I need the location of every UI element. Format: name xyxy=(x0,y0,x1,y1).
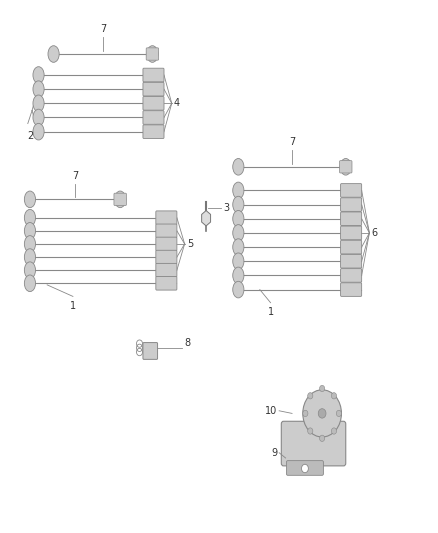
Ellipse shape xyxy=(233,196,244,213)
FancyBboxPatch shape xyxy=(156,224,177,238)
Circle shape xyxy=(332,393,336,399)
FancyBboxPatch shape xyxy=(286,461,323,475)
Text: 1: 1 xyxy=(268,307,274,317)
Ellipse shape xyxy=(25,249,35,265)
Ellipse shape xyxy=(233,253,244,270)
Text: 1: 1 xyxy=(70,301,76,311)
Text: 7: 7 xyxy=(72,171,78,181)
FancyBboxPatch shape xyxy=(114,193,127,206)
Circle shape xyxy=(307,393,313,399)
Ellipse shape xyxy=(147,46,158,62)
FancyBboxPatch shape xyxy=(143,125,164,139)
Circle shape xyxy=(332,428,336,434)
Circle shape xyxy=(303,410,308,417)
Circle shape xyxy=(336,410,342,417)
FancyBboxPatch shape xyxy=(156,277,177,290)
FancyBboxPatch shape xyxy=(146,48,159,60)
Ellipse shape xyxy=(33,109,44,126)
Circle shape xyxy=(303,390,342,437)
FancyBboxPatch shape xyxy=(156,237,177,251)
Text: 10: 10 xyxy=(265,406,277,416)
Ellipse shape xyxy=(48,46,59,62)
Circle shape xyxy=(301,464,308,473)
FancyBboxPatch shape xyxy=(143,343,158,359)
Ellipse shape xyxy=(115,191,126,208)
Ellipse shape xyxy=(340,158,351,175)
FancyBboxPatch shape xyxy=(143,111,164,124)
Ellipse shape xyxy=(233,158,244,175)
Circle shape xyxy=(307,428,313,434)
FancyBboxPatch shape xyxy=(156,251,177,264)
Ellipse shape xyxy=(233,281,244,298)
Ellipse shape xyxy=(233,239,244,255)
Ellipse shape xyxy=(33,81,44,98)
Text: 7: 7 xyxy=(100,23,106,34)
Ellipse shape xyxy=(33,95,44,111)
Ellipse shape xyxy=(233,211,244,227)
FancyBboxPatch shape xyxy=(156,263,177,277)
FancyBboxPatch shape xyxy=(143,83,164,96)
Text: 9: 9 xyxy=(271,448,277,458)
FancyBboxPatch shape xyxy=(341,283,362,296)
Ellipse shape xyxy=(25,209,35,226)
Text: 5: 5 xyxy=(187,239,193,249)
Ellipse shape xyxy=(25,222,35,239)
Ellipse shape xyxy=(33,67,44,83)
FancyBboxPatch shape xyxy=(341,212,362,225)
Circle shape xyxy=(320,385,325,392)
Ellipse shape xyxy=(25,275,35,292)
Circle shape xyxy=(318,409,326,418)
FancyBboxPatch shape xyxy=(341,184,362,197)
Text: 7: 7 xyxy=(289,137,295,147)
Ellipse shape xyxy=(233,267,244,284)
Ellipse shape xyxy=(233,224,244,241)
Ellipse shape xyxy=(25,191,35,208)
Ellipse shape xyxy=(33,123,44,140)
Text: 3: 3 xyxy=(223,203,230,213)
Text: 4: 4 xyxy=(174,98,180,108)
Circle shape xyxy=(320,435,325,441)
Text: 6: 6 xyxy=(371,228,378,238)
Text: 8: 8 xyxy=(185,337,191,348)
FancyBboxPatch shape xyxy=(341,240,362,254)
Text: 2: 2 xyxy=(27,132,33,141)
FancyBboxPatch shape xyxy=(156,211,177,224)
FancyBboxPatch shape xyxy=(341,269,362,282)
FancyBboxPatch shape xyxy=(341,254,362,268)
FancyBboxPatch shape xyxy=(143,68,164,82)
Polygon shape xyxy=(201,211,211,226)
Ellipse shape xyxy=(25,236,35,252)
FancyBboxPatch shape xyxy=(341,198,362,212)
FancyBboxPatch shape xyxy=(341,226,362,240)
FancyBboxPatch shape xyxy=(143,96,164,110)
Ellipse shape xyxy=(25,262,35,278)
FancyBboxPatch shape xyxy=(339,160,352,173)
Ellipse shape xyxy=(233,182,244,199)
FancyBboxPatch shape xyxy=(281,421,346,466)
